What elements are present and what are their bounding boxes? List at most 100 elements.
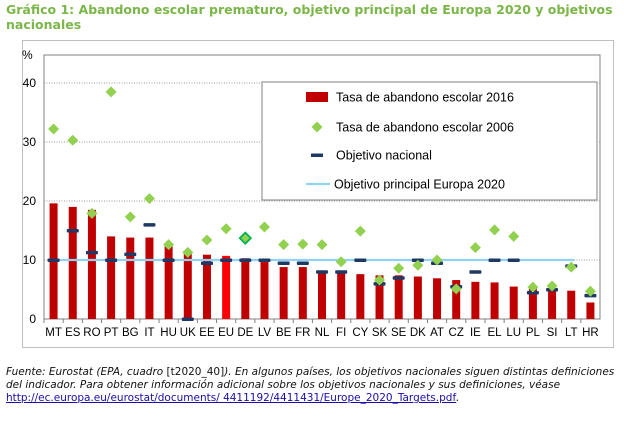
x-tick-label: EL (488, 327, 503, 339)
legend-bar-swatch (306, 92, 328, 102)
x-tick-label: IT (144, 327, 154, 339)
marker-2006-UK (182, 246, 194, 258)
marker-2006-HU (163, 239, 175, 251)
bar-2016-SI (548, 290, 557, 319)
bar-2016-FI (337, 272, 346, 319)
bar-2016-EL (490, 282, 499, 319)
marker-2006-FR (297, 238, 309, 250)
national-target-LU (507, 258, 520, 262)
x-tick-label: ES (65, 327, 81, 339)
national-target-LV (258, 258, 271, 262)
bar-2016-DK (413, 276, 422, 319)
marker-2006-MT (48, 123, 60, 135)
bar-2016-NL (318, 271, 326, 319)
bar-2016-CZ (452, 280, 461, 319)
marker-2006-IT (143, 193, 155, 205)
x-tick-label: SI (547, 327, 558, 339)
footnote-link[interactable]: http://ec.europa.eu/eurostat/documents/ … (6, 392, 457, 404)
x-tick-label: UK (180, 327, 196, 339)
national-target-MT (47, 258, 60, 262)
marker-2006-AT (431, 254, 443, 266)
marker-2006-FI (335, 256, 347, 268)
bar-2016-HR (586, 302, 595, 319)
marker-2006-CY (354, 225, 366, 237)
national-target-PT (105, 258, 118, 262)
bar-2016-IE (471, 281, 480, 319)
footnote-code: [t2020_40] (166, 366, 225, 378)
bar-2016-EU (222, 255, 231, 319)
national-target-BE (277, 261, 290, 265)
marker-2006-HR (584, 285, 596, 297)
national-target-FI (335, 270, 348, 274)
marker-2006-LT (565, 261, 577, 273)
marker-2006-NL (316, 239, 328, 251)
x-tick-label: AT (430, 327, 444, 339)
marker-2006-EU (220, 223, 232, 235)
footnote-source: Fuente: Eurostat (EPA, cuadro (6, 366, 167, 378)
x-tick-label: SK (372, 327, 388, 339)
x-tick-label: HU (160, 327, 177, 339)
x-tick-label: BE (276, 327, 292, 339)
national-target-SE (392, 276, 405, 280)
x-tick-label: BG (122, 327, 139, 339)
legend-entry: Tasa de abandono escolar 2006 (336, 121, 514, 135)
chart-title: Gráfico 1: Abandono escolar prematuro, o… (6, 2, 613, 32)
bar-2016-IT (145, 237, 154, 319)
x-tick-label: IE (470, 327, 481, 339)
bar-2016-HU (164, 245, 173, 319)
marker-2006-SK (374, 274, 386, 286)
footnote: Fuente: Eurostat (EPA, cuadro [t2020_40]… (6, 366, 618, 405)
marker-2006-LU (508, 230, 520, 242)
national-target-UK (181, 317, 194, 321)
legend-entry: Objetivo nacional (336, 149, 432, 163)
marker-2006-SE (393, 262, 405, 274)
national-target-NL (316, 270, 328, 274)
x-tick-label: LV (258, 327, 272, 339)
x-tick-label: LU (506, 327, 521, 339)
marker-2006-BE (278, 239, 290, 251)
x-tick-label: FI (336, 327, 346, 339)
marker-2006-BG (124, 211, 136, 223)
bar-2016-BE (279, 267, 288, 319)
national-target-CY (354, 258, 367, 262)
bar-2016-PL (528, 288, 537, 319)
bar-2016-LU (509, 286, 518, 319)
bar-2016-UK (183, 252, 192, 319)
bar-2016-FR (298, 267, 307, 319)
marker-2006-PT (105, 86, 117, 98)
x-tick-label: PT (104, 327, 119, 339)
x-tick-label: HR (582, 327, 599, 339)
marker-2006-RO (86, 207, 98, 219)
bar-2016-LT (567, 290, 576, 319)
x-tick-label: EU (218, 327, 234, 339)
bar-2016-BG (126, 237, 135, 319)
x-tick-label: CZ (449, 327, 464, 339)
national-target-EE (200, 261, 213, 265)
footnote-end: . (456, 392, 460, 404)
y-tick-label: 20 (23, 194, 37, 208)
national-target-FR (296, 261, 309, 265)
y-tick-label: 0 (29, 312, 36, 326)
x-tick-label: SE (391, 327, 407, 339)
footnote-source-end: ). (224, 366, 232, 378)
marker-2006-EL (489, 224, 501, 236)
x-tick-label: DK (410, 327, 426, 339)
legend-entry: Objetivo principal Europa 2020 (334, 178, 505, 192)
x-tick-label: MT (45, 327, 62, 339)
y-axis-label: % (22, 48, 33, 62)
bar-2016-RO (87, 209, 96, 319)
legend-entry: Tasa de abandono escolar 2016 (336, 91, 514, 105)
x-tick-label: NL (315, 327, 330, 339)
bar-2016-PT (107, 236, 116, 319)
marker-2006-DE (238, 231, 253, 245)
x-tick-label: EE (199, 327, 215, 339)
bar-2016-DE (241, 258, 250, 319)
national-target-IT (143, 223, 156, 227)
bar-2016-EE (202, 254, 211, 319)
x-tick-label: DE (237, 327, 253, 339)
national-target-ES (66, 229, 79, 233)
national-target-BG (124, 252, 137, 257)
footnote-text: En algunos países, los objetivos naciona… (6, 366, 615, 391)
bar-2016-SE (394, 275, 403, 319)
